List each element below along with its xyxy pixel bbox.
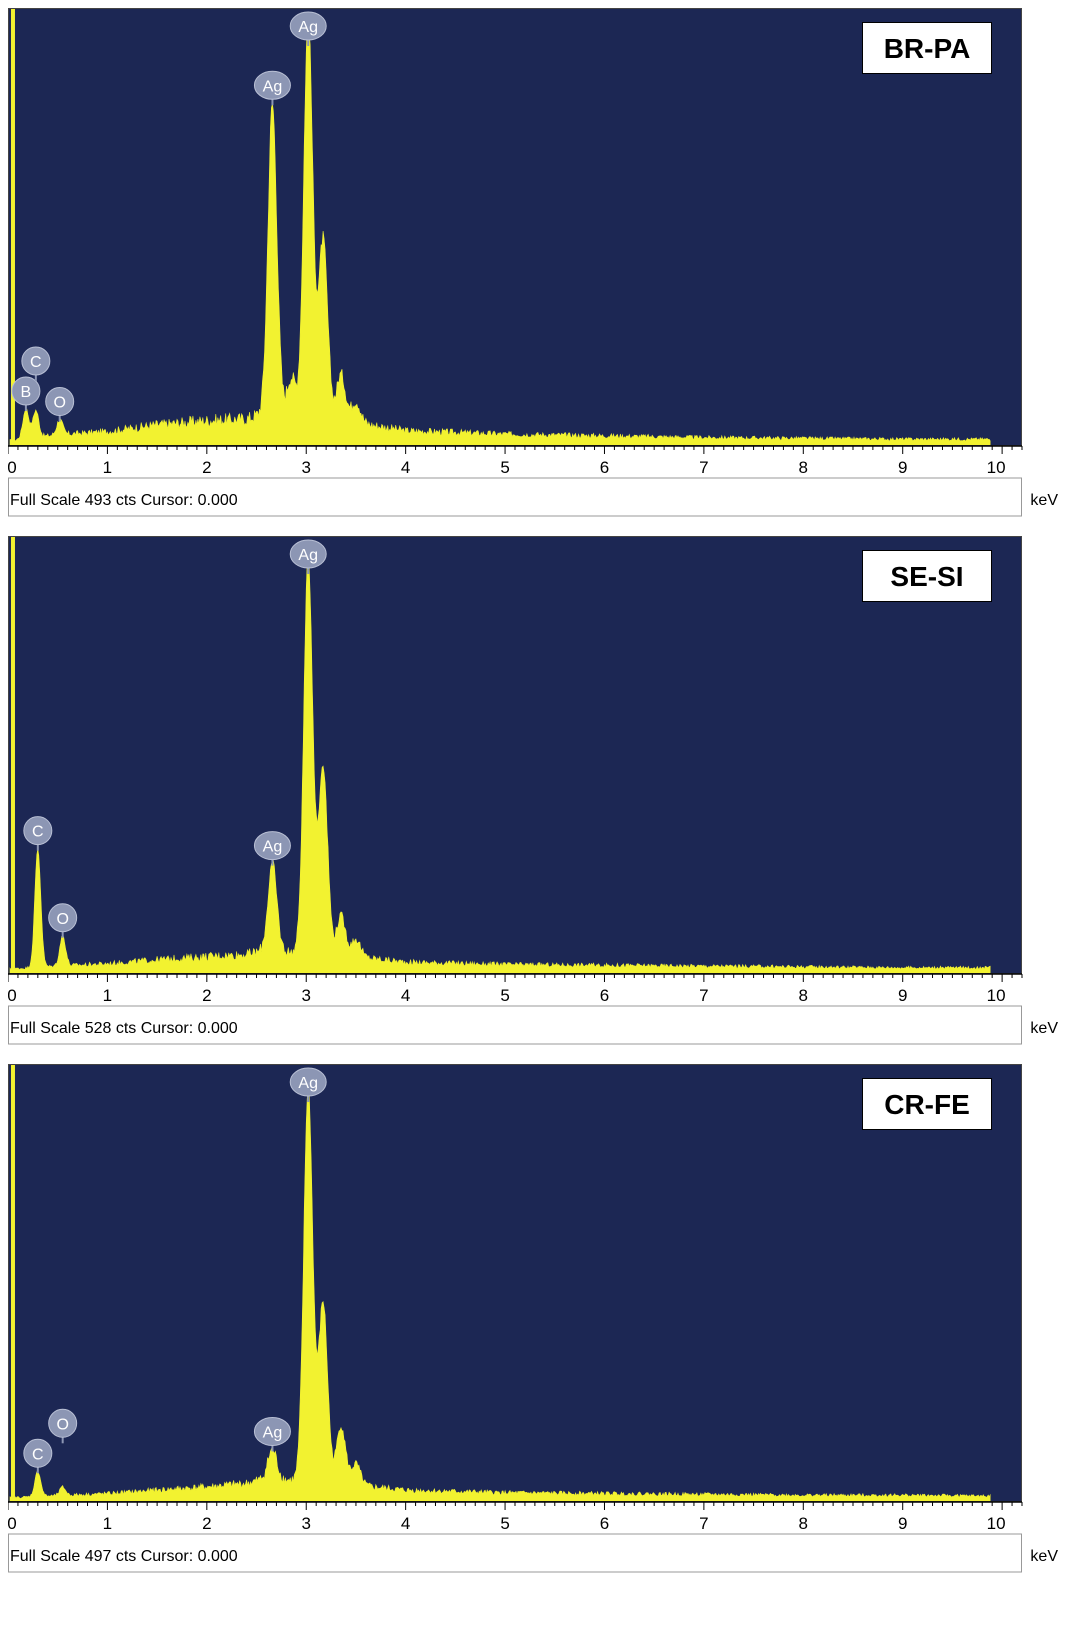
spectrum-area [9, 561, 991, 975]
peak-label-ag: Ag [253, 1416, 291, 1452]
x-tick-label: 4 [401, 1514, 410, 1533]
x-unit-label-2: keV [1030, 1020, 1058, 1037]
x-tick-label: 3 [302, 986, 311, 1005]
x-tick-label: 10 [987, 1514, 1006, 1533]
svg-text:Ag: Ag [263, 839, 283, 856]
axis-strip [8, 1502, 1022, 1574]
x-tick-label: 6 [600, 986, 609, 1005]
x-tick-label: 2 [202, 458, 211, 477]
x-tick-label: 4 [401, 458, 410, 477]
x-tick-label: 9 [898, 986, 907, 1005]
x-unit-label-1: keV [1030, 492, 1058, 509]
svg-text:O: O [53, 395, 65, 412]
plot-background [8, 8, 1022, 446]
x-tick-label: 0 [8, 986, 17, 1005]
peak-label-c: C [21, 346, 51, 381]
x-tick-label: 4 [401, 986, 410, 1005]
sample-label-2: SE-SI [862, 550, 992, 602]
svg-text:C: C [30, 354, 42, 371]
svg-text:Ag: Ag [298, 19, 318, 36]
status-box [8, 1005, 1022, 1045]
x-tick-label: 3 [302, 458, 311, 477]
peak-label-ag: Ag [289, 539, 327, 574]
spectrum-plot-1: 0 1 2 3 4 5 6 7 8 9 10 BC O Ag Ag [8, 8, 1023, 518]
x-tick-label: 1 [103, 1514, 112, 1533]
plot-background [8, 536, 1022, 974]
full-scale-readout-2: Full Scale 528 cts Cursor: 0.000 [10, 1020, 238, 1037]
spectrum-plot-2: 0 1 2 3 4 5 6 7 8 9 10 C O Ag Ag [8, 536, 1023, 1046]
x-tick-label: 10 [987, 986, 1006, 1005]
x-tick-label: 10 [987, 458, 1006, 477]
spectrum-panel-2: 0 1 2 3 4 5 6 7 8 9 10 C O Ag Ag SE-SI Full Scale 528 … [8, 536, 1060, 1046]
x-tick-label: 1 [103, 458, 112, 477]
svg-text:Ag: Ag [298, 1075, 318, 1092]
x-tick-label: 7 [699, 458, 708, 477]
peak-label-o: O [48, 903, 78, 938]
x-tick-label: 0 [8, 1514, 17, 1533]
zero-peak-line [10, 536, 15, 974]
x-tick-label: 6 [600, 458, 609, 477]
peak-label-c: C [23, 816, 53, 851]
x-tick-label: 9 [898, 458, 907, 477]
svg-text:O: O [56, 911, 68, 928]
x-tick-label: 5 [500, 986, 509, 1005]
svg-text:Ag: Ag [263, 1424, 283, 1441]
zero-peak-line [10, 8, 15, 446]
x-tick-label: 2 [202, 1514, 211, 1533]
status-box [8, 477, 1022, 517]
axis-strip [8, 446, 1022, 518]
x-tick-label: 6 [600, 1514, 609, 1533]
x-unit-label-3: keV [1030, 1548, 1058, 1565]
svg-text:Ag: Ag [263, 78, 283, 95]
x-tick-label: 8 [799, 1514, 808, 1533]
spectrum-plot-3: 0 1 2 3 4 5 6 7 8 9 10 CO Ag Ag [8, 1064, 1023, 1574]
svg-text:B: B [21, 384, 32, 401]
peak-label-ag: Ag [289, 1067, 327, 1102]
x-tick-label: 0 [8, 458, 17, 477]
x-tick-label: 9 [898, 1514, 907, 1533]
svg-text:Ag: Ag [298, 547, 318, 564]
sample-label-3: CR-FE [862, 1078, 992, 1130]
peak-label-ag: Ag [253, 831, 291, 866]
spectrum-area [9, 16, 991, 447]
x-tick-label: 5 [500, 458, 509, 477]
peak-label-ag: Ag [289, 11, 327, 46]
full-scale-readout-1: Full Scale 493 cts Cursor: 0.000 [10, 492, 238, 509]
x-tick-label: 3 [302, 1514, 311, 1533]
peak-label-ag: Ag [253, 70, 291, 106]
svg-text:C: C [32, 1446, 44, 1463]
spectrum-area [9, 1084, 991, 1503]
zero-peak-line [10, 1064, 15, 1502]
x-tick-label: 7 [699, 1514, 708, 1533]
svg-text:O: O [56, 1416, 68, 1433]
peak-label-c: C [23, 1438, 53, 1474]
axis-strip [8, 974, 1022, 1046]
svg-text:C: C [32, 824, 44, 841]
x-tick-label: 5 [500, 1514, 509, 1533]
plot-background [8, 1064, 1022, 1502]
x-tick-label: 7 [699, 986, 708, 1005]
peak-label-o: O [48, 1408, 78, 1444]
x-tick-label: 8 [799, 986, 808, 1005]
spectrum-panel-3: 0 1 2 3 4 5 6 7 8 9 10 C O Ag Ag CR-FE Full Scale 497 … [8, 1064, 1060, 1574]
spectrum-panel-1: 0 1 2 3 4 5 6 7 8 9 10 B C O Ag Ag BR-PA Full Scale 493… [8, 8, 1060, 518]
sample-label-1: BR-PA [862, 22, 992, 74]
x-tick-label: 1 [103, 986, 112, 1005]
x-tick-label: 2 [202, 986, 211, 1005]
x-tick-label: 8 [799, 458, 808, 477]
status-box [8, 1533, 1022, 1573]
full-scale-readout-3: Full Scale 497 cts Cursor: 0.000 [10, 1548, 238, 1565]
peak-label-o: O [45, 387, 75, 422]
peak-label-b: B [11, 376, 41, 411]
